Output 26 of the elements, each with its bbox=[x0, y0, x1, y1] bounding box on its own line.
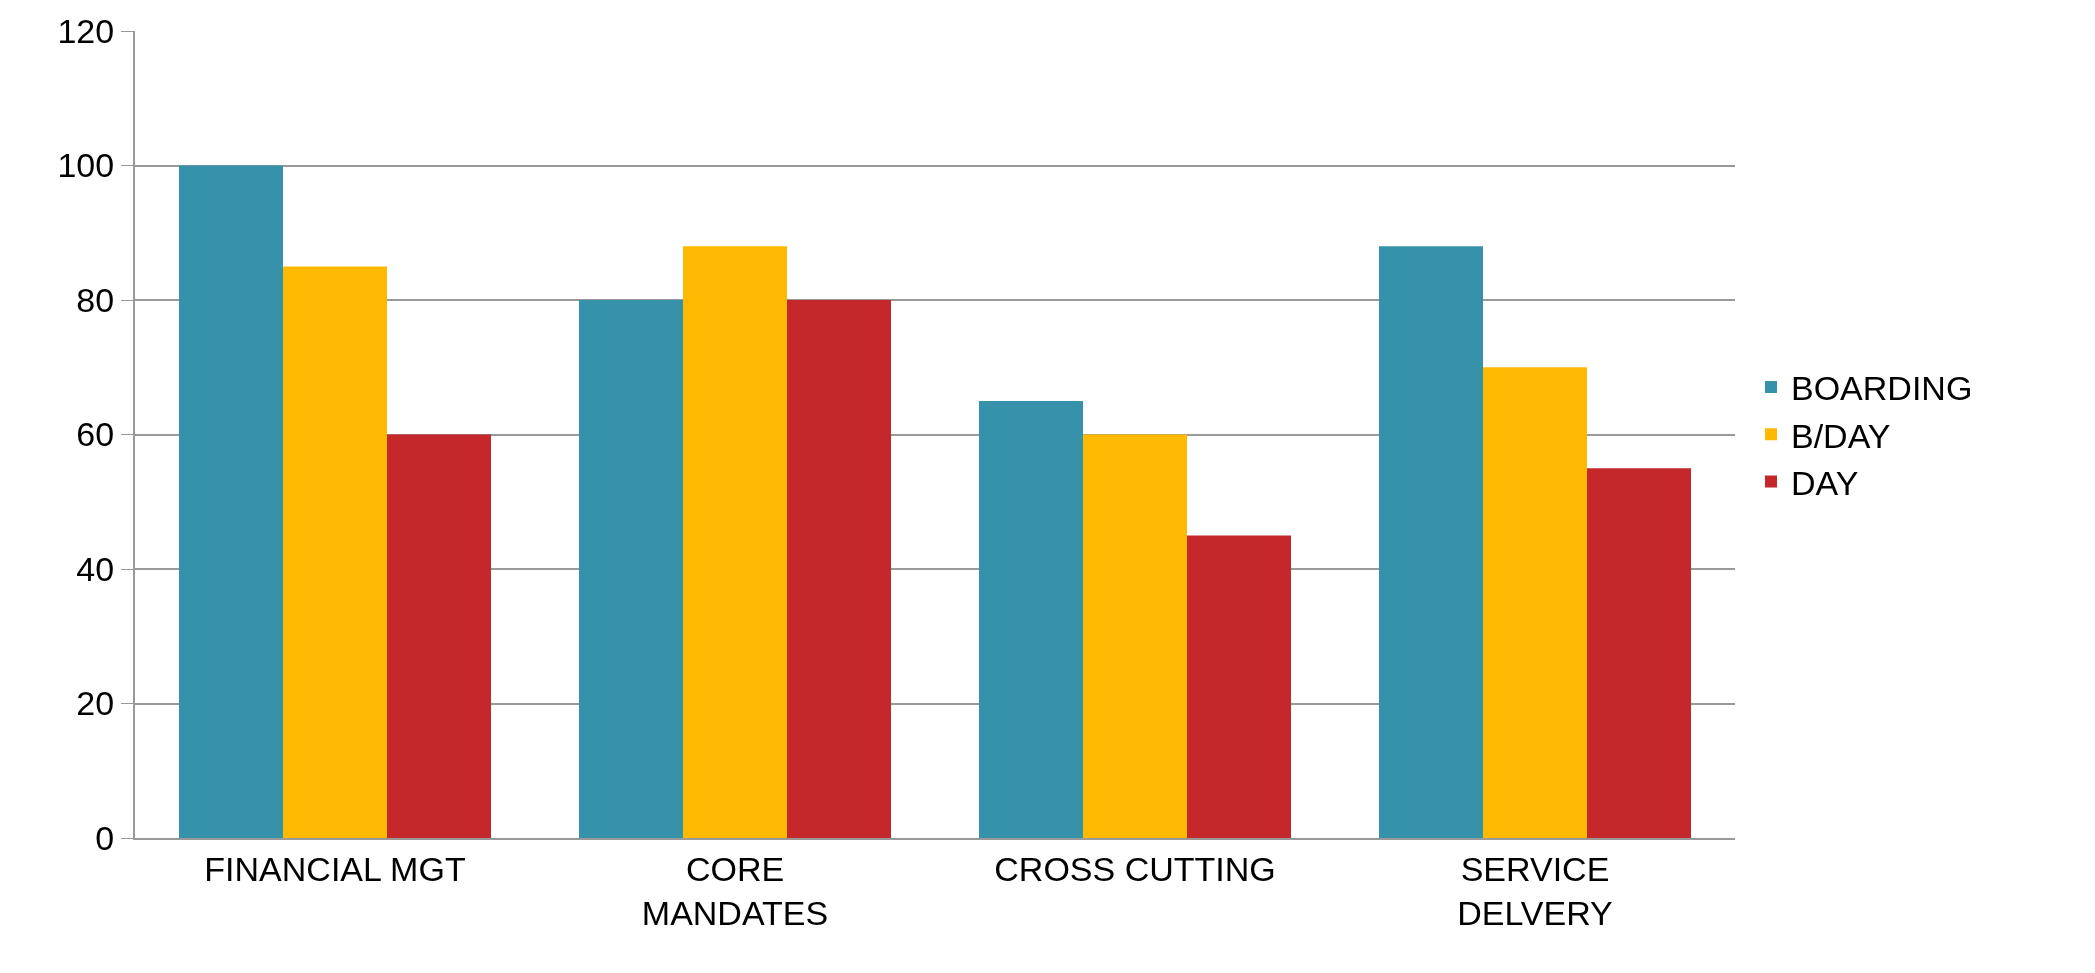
legend-label: DAY bbox=[1791, 463, 1859, 502]
bar bbox=[1379, 246, 1483, 838]
bar bbox=[1083, 434, 1187, 838]
y-tick-label: 20 bbox=[76, 684, 115, 723]
bar bbox=[683, 246, 787, 838]
y-tick-label: 80 bbox=[76, 280, 115, 319]
bar bbox=[1587, 468, 1691, 838]
x-tick-label: CORE MANDATES bbox=[641, 849, 829, 932]
bar bbox=[787, 300, 891, 838]
bar bbox=[579, 300, 683, 838]
y-tick-label: 120 bbox=[57, 11, 115, 50]
y-tick-label: 40 bbox=[76, 549, 115, 588]
bar bbox=[1483, 367, 1587, 838]
bar bbox=[179, 165, 283, 838]
bar bbox=[283, 266, 387, 838]
bar bbox=[1187, 535, 1291, 838]
x-tick-label: FINANCIAL MGT bbox=[204, 849, 466, 888]
bar bbox=[387, 434, 491, 838]
legend-label: B/DAY bbox=[1791, 416, 1891, 455]
y-tick-label: 100 bbox=[57, 146, 115, 185]
bar bbox=[979, 400, 1083, 838]
x-tick-label: CROSS CUTTING bbox=[994, 849, 1276, 888]
y-tick-label: 0 bbox=[95, 818, 115, 857]
legend-label: BOARDING bbox=[1791, 369, 1973, 408]
x-tick-label: SERVICE DELVERY bbox=[1457, 849, 1613, 932]
y-tick-label: 60 bbox=[76, 415, 115, 454]
